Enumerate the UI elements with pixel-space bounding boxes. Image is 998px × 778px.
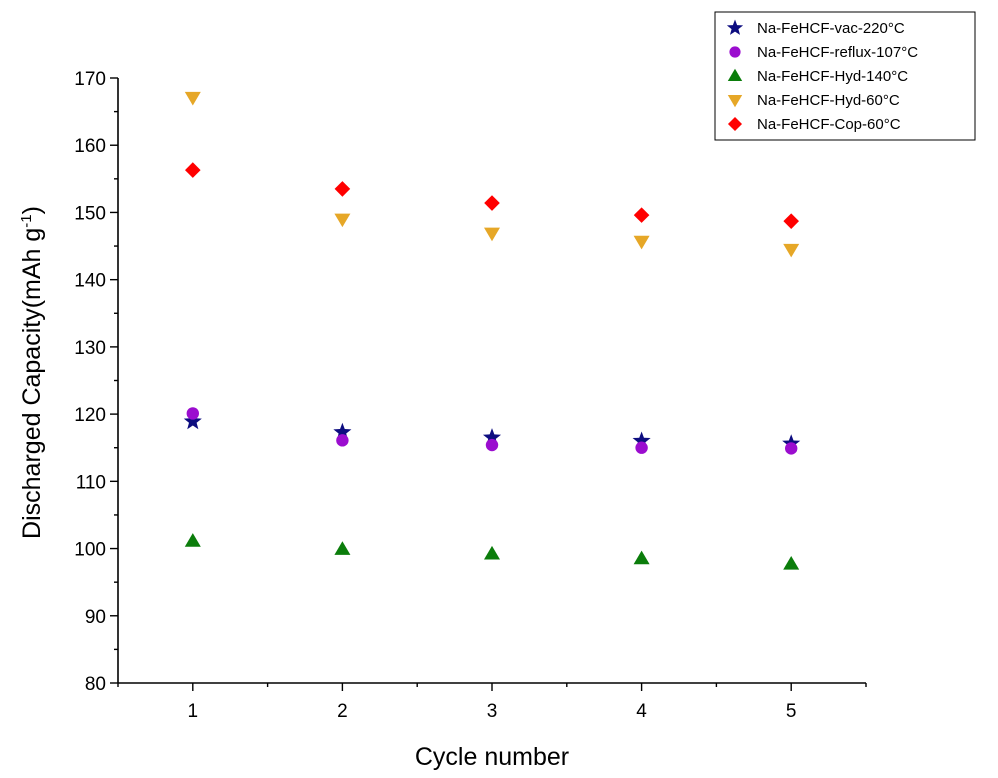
legend-marker: [727, 94, 743, 108]
legend: Na-FeHCF-vac-220°C Na-FeHCF-reflux-107°C N…: [714, 11, 976, 141]
legend-box: [714, 11, 976, 141]
data-point-series-4: [184, 91, 201, 106]
data-point-series-2: [485, 438, 499, 452]
y-tick-label: 160: [74, 136, 106, 157]
data-point-series-4: [783, 243, 800, 258]
y-tick-label: 170: [74, 69, 106, 90]
data-point-series-4: [633, 235, 650, 250]
y-tick-label: 150: [74, 203, 106, 224]
data-point-series-1: [333, 422, 352, 440]
x-tick-label: 2: [337, 701, 348, 722]
legend-label: Na-FeHCF-Hyd-60°C: [757, 92, 900, 109]
x-tick-label: 3: [487, 701, 498, 722]
x-tick-label: 4: [636, 701, 647, 722]
legend-marker: [729, 46, 741, 58]
data-point-series-5: [484, 195, 500, 211]
data-point-series-5: [185, 162, 201, 178]
y-tick-label: 130: [74, 338, 106, 359]
data-point-series-3: [484, 545, 500, 560]
y-tick-label: 140: [74, 271, 106, 292]
data-point-series-5: [633, 207, 650, 223]
y-tick-label: 110: [76, 472, 106, 493]
data-point-series-5: [783, 213, 799, 229]
data-point-series-2: [186, 407, 199, 420]
x-tick-label: 1: [188, 701, 199, 722]
data-point-series-1: [632, 431, 651, 449]
x-tick-label: 5: [786, 701, 797, 722]
data-point-series-1: [183, 412, 202, 430]
x-axis-title: Cycle number: [415, 743, 569, 771]
data-point-series-2: [635, 441, 648, 454]
data-points: [183, 91, 801, 570]
data-point-series-2: [336, 434, 349, 447]
legend-marker: [727, 116, 743, 132]
y-axis-title-superscript: -1: [18, 214, 35, 227]
legend-marker: [726, 19, 744, 35]
data-point-series-1: [482, 428, 502, 446]
data-point-series-4: [334, 213, 351, 228]
data-point-series-3: [184, 533, 201, 547]
y-tick-label: 100: [74, 540, 106, 561]
y-axis-title-main: Discharged Capacity(mAh g: [18, 228, 46, 539]
legend-label: Na-FeHCF-reflux-107°C: [757, 44, 918, 61]
legend-label: Na-FeHCF-Hyd-140°C: [757, 68, 908, 85]
y-tick-label: 80: [85, 674, 106, 695]
data-point-series-5: [334, 181, 351, 197]
y-axis-title-end: ): [18, 206, 46, 214]
y-tick-label: 90: [85, 607, 106, 628]
legend-marker: [727, 68, 743, 82]
data-point-series-3: [633, 550, 650, 565]
data-point-series-4: [484, 227, 500, 242]
legend-label: Na-FeHCF-Cop-60°C: [757, 116, 901, 133]
axes: 80 90 100 110 120 130 140 150 160 170 1 2 3 4 5: [74, 69, 867, 722]
legend-label: Na-FeHCF-vac-220°C: [757, 20, 905, 37]
data-point-series-3: [783, 556, 800, 570]
y-tick-label: 120: [74, 405, 106, 426]
data-point-series-3: [334, 541, 351, 555]
y-axis-title: Discharged Capacity(mAh g-1): [18, 206, 46, 539]
data-point-series-2: [785, 442, 798, 455]
